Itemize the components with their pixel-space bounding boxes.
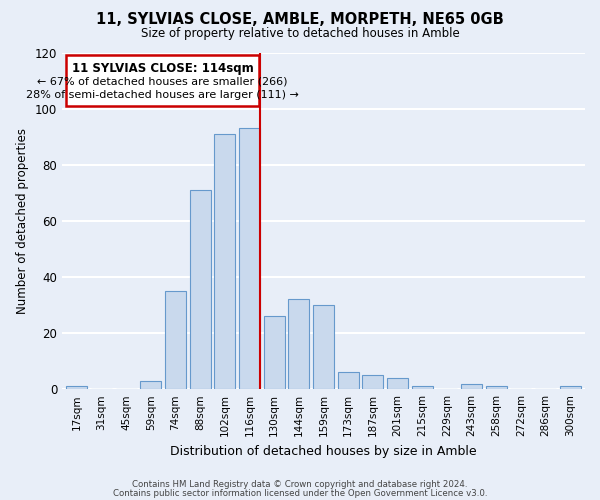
Bar: [486, 386, 506, 389]
Bar: [362, 375, 383, 389]
Text: Contains public sector information licensed under the Open Government Licence v3: Contains public sector information licen…: [113, 489, 487, 498]
Text: 28% of semi-detached houses are larger (111) →: 28% of semi-detached houses are larger (…: [26, 90, 299, 101]
Bar: [560, 386, 581, 389]
Bar: [289, 300, 310, 389]
Bar: [387, 378, 408, 389]
Bar: [239, 128, 260, 389]
Bar: [190, 190, 211, 389]
Text: 11, SYLVIAS CLOSE, AMBLE, MORPETH, NE65 0GB: 11, SYLVIAS CLOSE, AMBLE, MORPETH, NE65 …: [96, 12, 504, 28]
Text: ← 67% of detached houses are smaller (266): ← 67% of detached houses are smaller (26…: [37, 76, 288, 86]
Text: Size of property relative to detached houses in Amble: Size of property relative to detached ho…: [140, 28, 460, 40]
X-axis label: Distribution of detached houses by size in Amble: Distribution of detached houses by size …: [170, 444, 477, 458]
Bar: [165, 291, 186, 389]
FancyBboxPatch shape: [66, 56, 259, 106]
Bar: [140, 381, 161, 389]
Bar: [412, 386, 433, 389]
Bar: [263, 316, 284, 389]
Bar: [313, 305, 334, 389]
Bar: [214, 134, 235, 389]
Y-axis label: Number of detached properties: Number of detached properties: [16, 128, 29, 314]
Text: Contains HM Land Registry data © Crown copyright and database right 2024.: Contains HM Land Registry data © Crown c…: [132, 480, 468, 489]
Bar: [67, 386, 87, 389]
Bar: [461, 384, 482, 389]
Text: 11 SYLVIAS CLOSE: 114sqm: 11 SYLVIAS CLOSE: 114sqm: [72, 62, 253, 76]
Bar: [338, 372, 359, 389]
